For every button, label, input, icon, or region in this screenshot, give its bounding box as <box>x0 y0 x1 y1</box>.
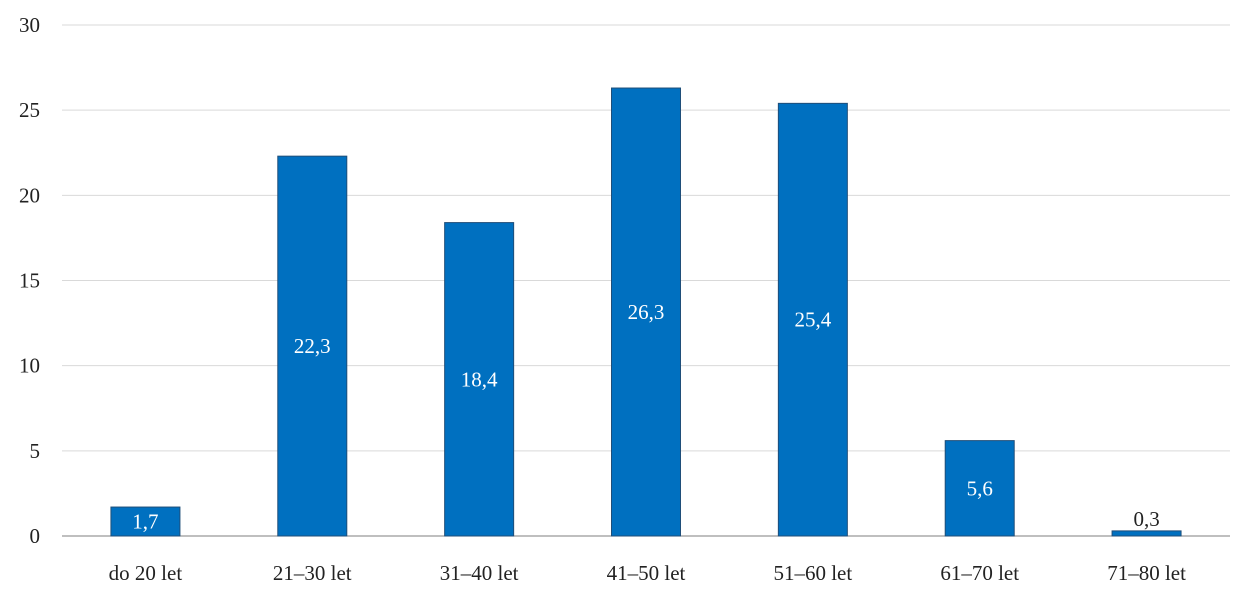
x-category-label: 61–70 let <box>940 561 1019 585</box>
bar <box>611 87 681 537</box>
bar <box>1111 530 1182 537</box>
y-tick-label: 0 <box>30 524 41 548</box>
bar <box>777 102 848 537</box>
x-category-label: 41–50 let <box>607 561 686 585</box>
y-tick-label: 20 <box>19 183 40 207</box>
data-label: 22,3 <box>294 334 331 358</box>
data-label: 25,4 <box>794 308 831 332</box>
x-category-label: 21–30 let <box>273 561 352 585</box>
data-label: 1,7 <box>132 510 158 534</box>
data-label: 5,6 <box>967 476 993 500</box>
bar <box>110 506 181 537</box>
data-label: 26,3 <box>628 300 665 324</box>
x-category-label: 71–80 let <box>1107 561 1186 585</box>
data-label: 0,3 <box>1133 507 1159 531</box>
y-tick-label: 15 <box>19 269 40 293</box>
y-tick-label: 10 <box>19 354 40 378</box>
x-category-label: 51–60 let <box>773 561 852 585</box>
bar <box>944 440 1015 537</box>
y-tick-label: 25 <box>19 98 40 122</box>
bars <box>110 87 1182 537</box>
y-tick-label: 30 <box>19 13 40 37</box>
x-category-label: do 20 let <box>109 561 183 585</box>
bar <box>277 155 348 537</box>
y-tick-label: 5 <box>30 439 41 463</box>
bar <box>444 222 515 537</box>
y-axis-ticks: 0 5 10 15 20 25 30 <box>19 13 40 548</box>
data-label: 18,4 <box>461 367 498 391</box>
x-axis-labels: do 20 let 21–30 let 31–40 let 41–50 let 51–6… <box>109 561 1186 585</box>
data-labels: 1,7 22,3 18,4 26,3 25,4 5,6 0,3 <box>132 300 1159 534</box>
x-category-label: 31–40 let <box>440 561 519 585</box>
